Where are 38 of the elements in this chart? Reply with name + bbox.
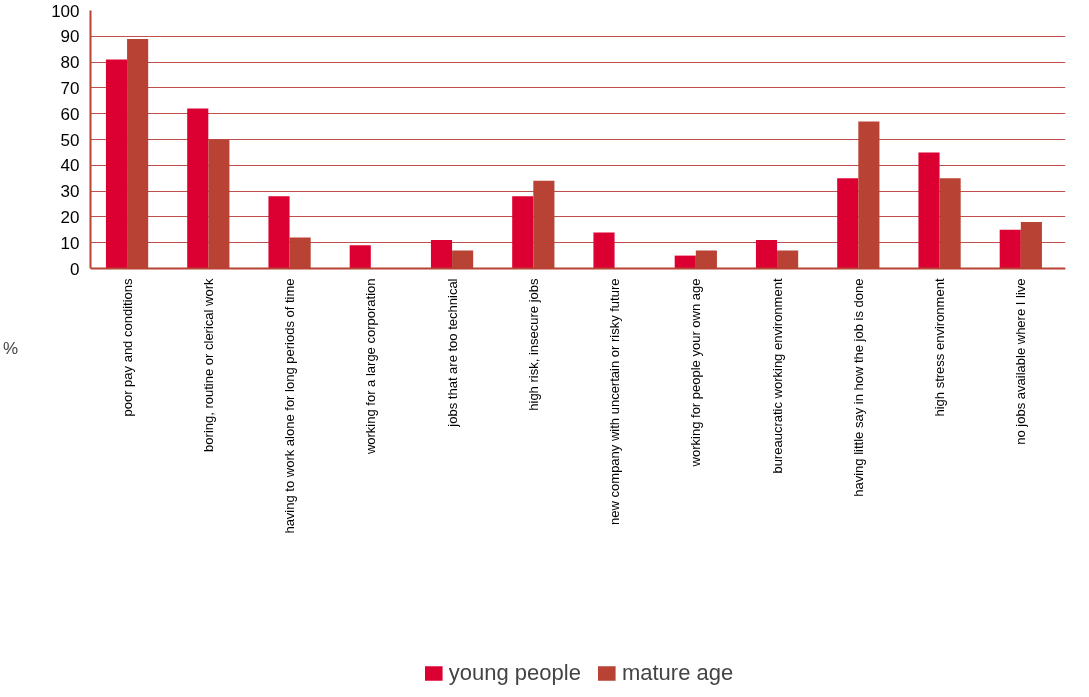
y-axis-title: % (3, 339, 19, 358)
bar (268, 196, 290, 269)
bar (430, 240, 453, 269)
y-tick-label: 40 (60, 156, 80, 176)
x-tick-label: having to work alone for long periods of time (282, 278, 298, 534)
x-tick-label: working for people your own age (688, 278, 704, 468)
bar (187, 108, 209, 269)
y-tick-label: 50 (60, 130, 80, 150)
bar (593, 232, 615, 269)
legend-label: mature age (621, 660, 734, 686)
y-tick-label: 60 (60, 104, 80, 124)
y-tick-label: 0 (70, 259, 80, 279)
bar (349, 245, 371, 269)
x-tick-label: having little say in how the job is done (850, 278, 866, 497)
x-tick-label: high risk, insecure jobs (525, 278, 541, 411)
legend-label: young people (448, 660, 581, 686)
x-tick-label: poor pay and conditions (119, 278, 135, 417)
y-tick-label: 10 (60, 233, 80, 253)
y-tick-label: 20 (60, 207, 80, 227)
bar (105, 59, 128, 269)
y-tick-label: 70 (60, 78, 80, 98)
x-tick-label: no jobs available where I live (1013, 278, 1029, 445)
bar (674, 255, 696, 269)
bar (999, 229, 1021, 269)
y-tick-label: 30 (60, 182, 80, 202)
bar (512, 196, 534, 269)
bar (837, 178, 859, 269)
y-tick-label: 90 (60, 27, 80, 47)
x-tick-label: jobs that are too technical (444, 278, 460, 428)
x-tick-label: working for a large corporation (363, 278, 379, 456)
x-tick-label: boring, routine or clerical work (200, 278, 216, 452)
y-tick-label: 80 (60, 53, 80, 73)
y-tick-label: 100 (51, 1, 80, 21)
x-tick-label: new company with uncertain or risky future (607, 278, 623, 525)
x-tick-label: bureaucratic working environment (769, 278, 785, 474)
bar (918, 152, 940, 269)
bar (755, 240, 778, 269)
x-tick-label: high stress environment (932, 278, 948, 417)
